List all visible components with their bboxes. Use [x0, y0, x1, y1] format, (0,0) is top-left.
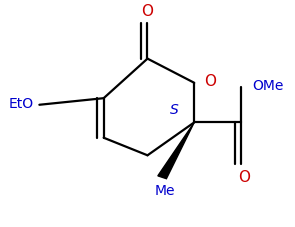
- Text: OMe: OMe: [253, 79, 284, 93]
- Text: S: S: [169, 103, 178, 117]
- Polygon shape: [158, 122, 194, 179]
- Text: O: O: [142, 4, 153, 19]
- Text: O: O: [238, 170, 250, 185]
- Text: EtO: EtO: [9, 97, 34, 111]
- Text: Me: Me: [155, 184, 175, 198]
- Text: O: O: [204, 74, 217, 89]
